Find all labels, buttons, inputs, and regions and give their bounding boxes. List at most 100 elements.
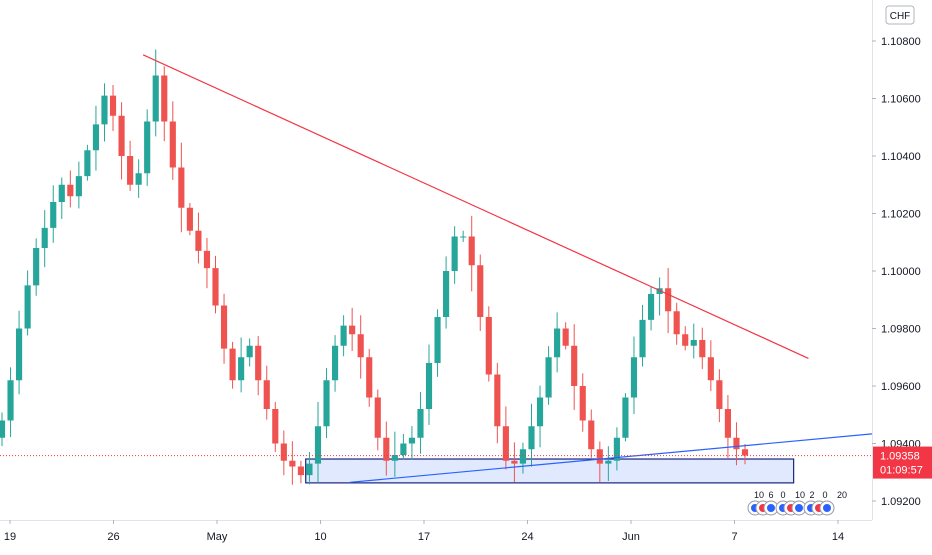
candle[interactable]: [639, 304, 646, 367]
candle[interactable]: [545, 346, 552, 405]
candle[interactable]: [238, 337, 245, 393]
economic-event-marker[interactable]: [775, 500, 807, 516]
candle[interactable]: [229, 341, 236, 389]
candle[interactable]: [647, 286, 655, 331]
candle[interactable]: [673, 302, 680, 345]
candle[interactable]: [451, 226, 458, 284]
candle[interactable]: [16, 310, 23, 395]
candle[interactable]: [425, 344, 433, 425]
candle[interactable]: [605, 446, 612, 481]
candle[interactable]: [391, 431, 398, 477]
candle[interactable]: [690, 323, 697, 359]
candle[interactable]: [24, 270, 31, 336]
support-zone[interactable]: [305, 458, 795, 484]
candle[interactable]: [186, 202, 193, 236]
candle[interactable]: [297, 460, 304, 484]
candle[interactable]: [7, 367, 14, 438]
candle[interactable]: [127, 140, 134, 191]
candle[interactable]: [528, 403, 535, 467]
candle[interactable]: [536, 385, 544, 448]
candle[interactable]: [383, 421, 390, 476]
support-trendline[interactable]: [350, 433, 873, 483]
candle[interactable]: [571, 324, 578, 410]
candle[interactable]: [494, 362, 501, 444]
candle[interactable]: [144, 109, 151, 186]
candle[interactable]: [665, 268, 672, 334]
candle[interactable]: [579, 373, 586, 432]
candle[interactable]: [306, 452, 313, 485]
candle[interactable]: [323, 368, 330, 439]
candle[interactable]: [220, 293, 228, 364]
candle[interactable]: [169, 101, 176, 180]
candle[interactable]: [511, 442, 518, 483]
candle[interactable]: [50, 185, 57, 243]
candle[interactable]: [314, 401, 322, 483]
candle[interactable]: [33, 238, 40, 296]
candle[interactable]: [434, 309, 441, 377]
candle[interactable]: [477, 254, 484, 331]
candle[interactable]: [212, 255, 219, 314]
candle[interactable]: [716, 369, 723, 423]
candle-body: [707, 357, 714, 381]
candle[interactable]: [741, 443, 749, 465]
plot-area[interactable]: [0, 0, 872, 520]
candle[interactable]: [682, 326, 689, 351]
candle[interactable]: [58, 177, 65, 219]
candle[interactable]: [195, 212, 202, 264]
candle[interactable]: [101, 83, 108, 142]
economic-event-marker[interactable]: [803, 500, 835, 516]
candle[interactable]: [408, 426, 416, 460]
candle[interactable]: [349, 307, 356, 352]
candle[interactable]: [178, 142, 185, 233]
candle[interactable]: [84, 144, 91, 181]
candle[interactable]: [630, 336, 638, 415]
candle[interactable]: [374, 389, 381, 451]
event-count-label: 20: [837, 490, 847, 500]
candle[interactable]: [733, 422, 740, 466]
candle[interactable]: [289, 441, 296, 485]
candle[interactable]: [596, 441, 603, 482]
candle[interactable]: [135, 159, 142, 198]
candle[interactable]: [92, 105, 100, 171]
candle[interactable]: [366, 348, 373, 407]
candle-body: [443, 271, 450, 317]
candle[interactable]: [272, 401, 279, 453]
candle[interactable]: [468, 215, 475, 292]
candle[interactable]: [460, 230, 467, 242]
candle[interactable]: [255, 336, 262, 396]
candle[interactable]: [263, 365, 270, 420]
candle[interactable]: [340, 315, 347, 357]
candle[interactable]: [588, 409, 595, 458]
candle[interactable]: [554, 312, 561, 373]
candle[interactable]: [502, 406, 509, 470]
candle[interactable]: [707, 340, 714, 392]
candle[interactable]: [118, 102, 125, 180]
candle[interactable]: [417, 391, 424, 454]
candle[interactable]: [246, 338, 253, 367]
candle[interactable]: [280, 430, 287, 476]
economic-event-marker[interactable]: [747, 500, 779, 516]
candle[interactable]: [152, 49, 159, 137]
candle[interactable]: [331, 335, 339, 392]
candle[interactable]: [622, 393, 629, 442]
candle[interactable]: [357, 315, 364, 379]
candle[interactable]: [613, 427, 620, 471]
candle[interactable]: [443, 256, 450, 329]
candle[interactable]: [0, 412, 6, 447]
candle[interactable]: [485, 306, 492, 382]
candle[interactable]: [75, 161, 82, 209]
candle-body: [7, 380, 14, 421]
candle[interactable]: [41, 210, 48, 268]
candle[interactable]: [562, 322, 569, 350]
candle[interactable]: [203, 237, 211, 289]
currency-badge[interactable]: CHF: [885, 5, 915, 25]
candle[interactable]: [161, 66, 168, 142]
candle[interactable]: [519, 442, 527, 474]
candle[interactable]: [109, 85, 117, 131]
candle[interactable]: [699, 327, 706, 370]
candle[interactable]: [400, 433, 407, 460]
candle[interactable]: [67, 170, 74, 208]
resistance-trendline[interactable]: [142, 54, 809, 359]
